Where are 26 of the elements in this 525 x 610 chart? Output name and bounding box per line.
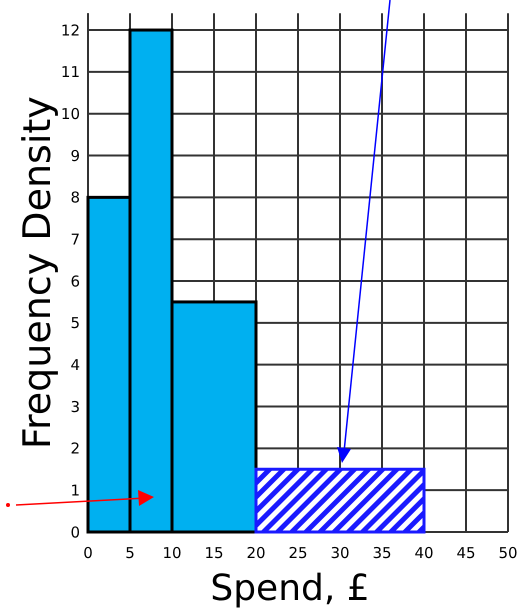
x-axis-title: Spend, £	[210, 568, 370, 609]
y-tick-label: 5	[70, 314, 80, 332]
y-tick-label: 4	[70, 356, 80, 374]
y-tick-label: 7	[70, 230, 80, 248]
y-tick-label: 6	[70, 272, 80, 290]
x-tick-label: 45	[456, 544, 476, 562]
x-tick-label: 30	[330, 544, 350, 562]
x-tick-label: 20	[246, 544, 266, 562]
y-tick-label: 2	[70, 440, 80, 458]
y-tick-label: 11	[60, 63, 80, 82]
x-tick-label: 50	[498, 544, 518, 562]
y-tick-label: 10	[60, 104, 80, 123]
y-tick-label: 8	[70, 188, 80, 207]
y-axis-title: Frequency Density	[15, 96, 59, 450]
x-tick-label: 15	[204, 544, 224, 562]
x-tick-label: 25	[288, 544, 308, 562]
x-tick-label: 5	[125, 544, 135, 562]
x-tick-label: 35	[372, 544, 392, 562]
x-tick-label: 40	[414, 544, 434, 562]
x-tick-label: 10	[162, 544, 182, 562]
y-tick-label: 1	[70, 481, 80, 500]
y-tick-label: 3	[70, 398, 80, 416]
y-tick-label: 9	[70, 146, 80, 165]
x-tick-label: 0	[83, 544, 93, 562]
y-tick-label: 12	[60, 21, 80, 40]
y-tick-label: 0	[70, 523, 80, 542]
